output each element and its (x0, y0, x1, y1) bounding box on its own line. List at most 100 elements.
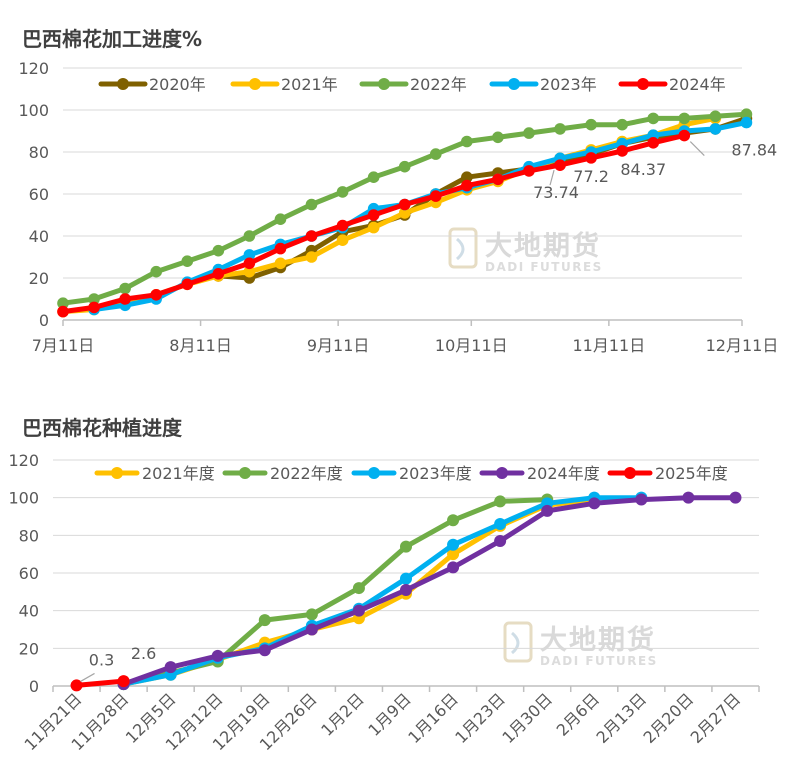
data-point (494, 534, 507, 547)
x-tick-label: 11月11日 (572, 336, 645, 355)
data-label: 2.6 (131, 644, 156, 663)
data-point (150, 265, 162, 278)
data-point (352, 582, 365, 595)
data-point (57, 305, 69, 318)
data-point (164, 661, 177, 674)
y-tick-label: 20 (29, 269, 49, 288)
data-point (447, 538, 460, 551)
data-point (729, 491, 742, 504)
data-point (181, 255, 194, 267)
data-label-leader (80, 672, 95, 682)
data-point (212, 244, 225, 257)
data-point (461, 171, 473, 183)
legend-label: 2021年 (281, 75, 338, 94)
y-tick-label: 0 (39, 311, 49, 330)
watermark-text-cn: 大地期货 (540, 624, 656, 656)
data-point (243, 249, 256, 261)
legend-label: 2025年度 (655, 464, 728, 483)
data-label-leader (549, 169, 555, 186)
data-point (554, 159, 566, 171)
data-point (647, 137, 660, 149)
legend-marker (249, 78, 261, 90)
data-point (88, 301, 100, 314)
chart-title: 巴西棉花种植进度 (22, 416, 183, 440)
data-point (523, 165, 535, 177)
data-point (336, 219, 349, 232)
series-line (121, 495, 644, 687)
y-tick-label: 120 (18, 59, 49, 78)
y-tick-label: 60 (29, 185, 49, 204)
y-tick-label: 0 (29, 677, 39, 696)
series-line (74, 678, 127, 688)
x-tick-label: 8月11日 (169, 336, 232, 355)
y-tick-label: 120 (8, 451, 39, 470)
data-point (429, 190, 442, 202)
data-point (119, 282, 131, 295)
data-point (243, 230, 256, 242)
series-line (121, 495, 738, 687)
data-label-leader (689, 141, 705, 156)
data-point (635, 493, 648, 506)
data-point (305, 251, 318, 263)
y-tick-label: 60 (19, 564, 39, 583)
legend-marker (117, 78, 129, 90)
data-point (117, 675, 130, 688)
y-tick-label: 80 (29, 143, 49, 162)
data-point (398, 207, 411, 219)
data-point (678, 112, 691, 125)
data-point (336, 186, 349, 198)
x-tick-label: 7月11日 (32, 336, 95, 355)
data-point (492, 131, 504, 144)
x-tick-label: 1月2日 (317, 689, 367, 739)
series-line (121, 497, 550, 687)
data-point (554, 123, 566, 135)
data-label: 73.74 (533, 183, 579, 202)
data-point (243, 257, 256, 270)
data-point (429, 148, 442, 160)
x-tick-label: 2月13日 (592, 689, 650, 747)
data-point (367, 171, 380, 183)
data-point (367, 221, 380, 234)
legend-label: 2022年 (410, 75, 467, 94)
data-point (461, 135, 473, 148)
legend-label: 2023年度 (399, 464, 472, 483)
data-point (400, 540, 412, 553)
watermark-logo-mark (455, 237, 465, 261)
data-point (305, 230, 318, 242)
legend-marker (624, 467, 636, 479)
legend-marker (111, 467, 123, 479)
data-point (682, 491, 695, 504)
data-point (709, 123, 722, 135)
data-point (57, 297, 69, 310)
data-point (585, 152, 597, 164)
data-point (616, 145, 628, 157)
legend-label: 2021年度 (142, 464, 215, 483)
data-point (70, 679, 83, 692)
y-tick-label: 20 (19, 639, 39, 658)
chart-title: 巴西棉花加工进度% (22, 27, 202, 51)
data-point (523, 127, 535, 139)
watermark-text-en: DADI FUTURES (540, 654, 658, 668)
data-point (212, 268, 225, 280)
data-point (336, 234, 349, 246)
legend-label: 2022年度 (270, 464, 343, 483)
data-point (678, 129, 691, 142)
y-tick-label: 80 (19, 526, 39, 545)
data-point (400, 583, 412, 596)
data-point (305, 623, 318, 636)
data-point (150, 289, 162, 301)
legend-label: 2020年 (149, 75, 206, 94)
legend-label: 2024年 (669, 75, 726, 94)
y-tick-label: 100 (8, 489, 39, 508)
x-tick-label: 1月16日 (404, 689, 462, 747)
data-point (647, 112, 660, 125)
data-point (211, 649, 224, 662)
data-point (258, 644, 271, 657)
y-tick-label: 40 (19, 602, 39, 621)
data-point (243, 265, 256, 278)
data-point (352, 604, 365, 617)
data-point (461, 179, 473, 192)
data-point (709, 110, 722, 123)
